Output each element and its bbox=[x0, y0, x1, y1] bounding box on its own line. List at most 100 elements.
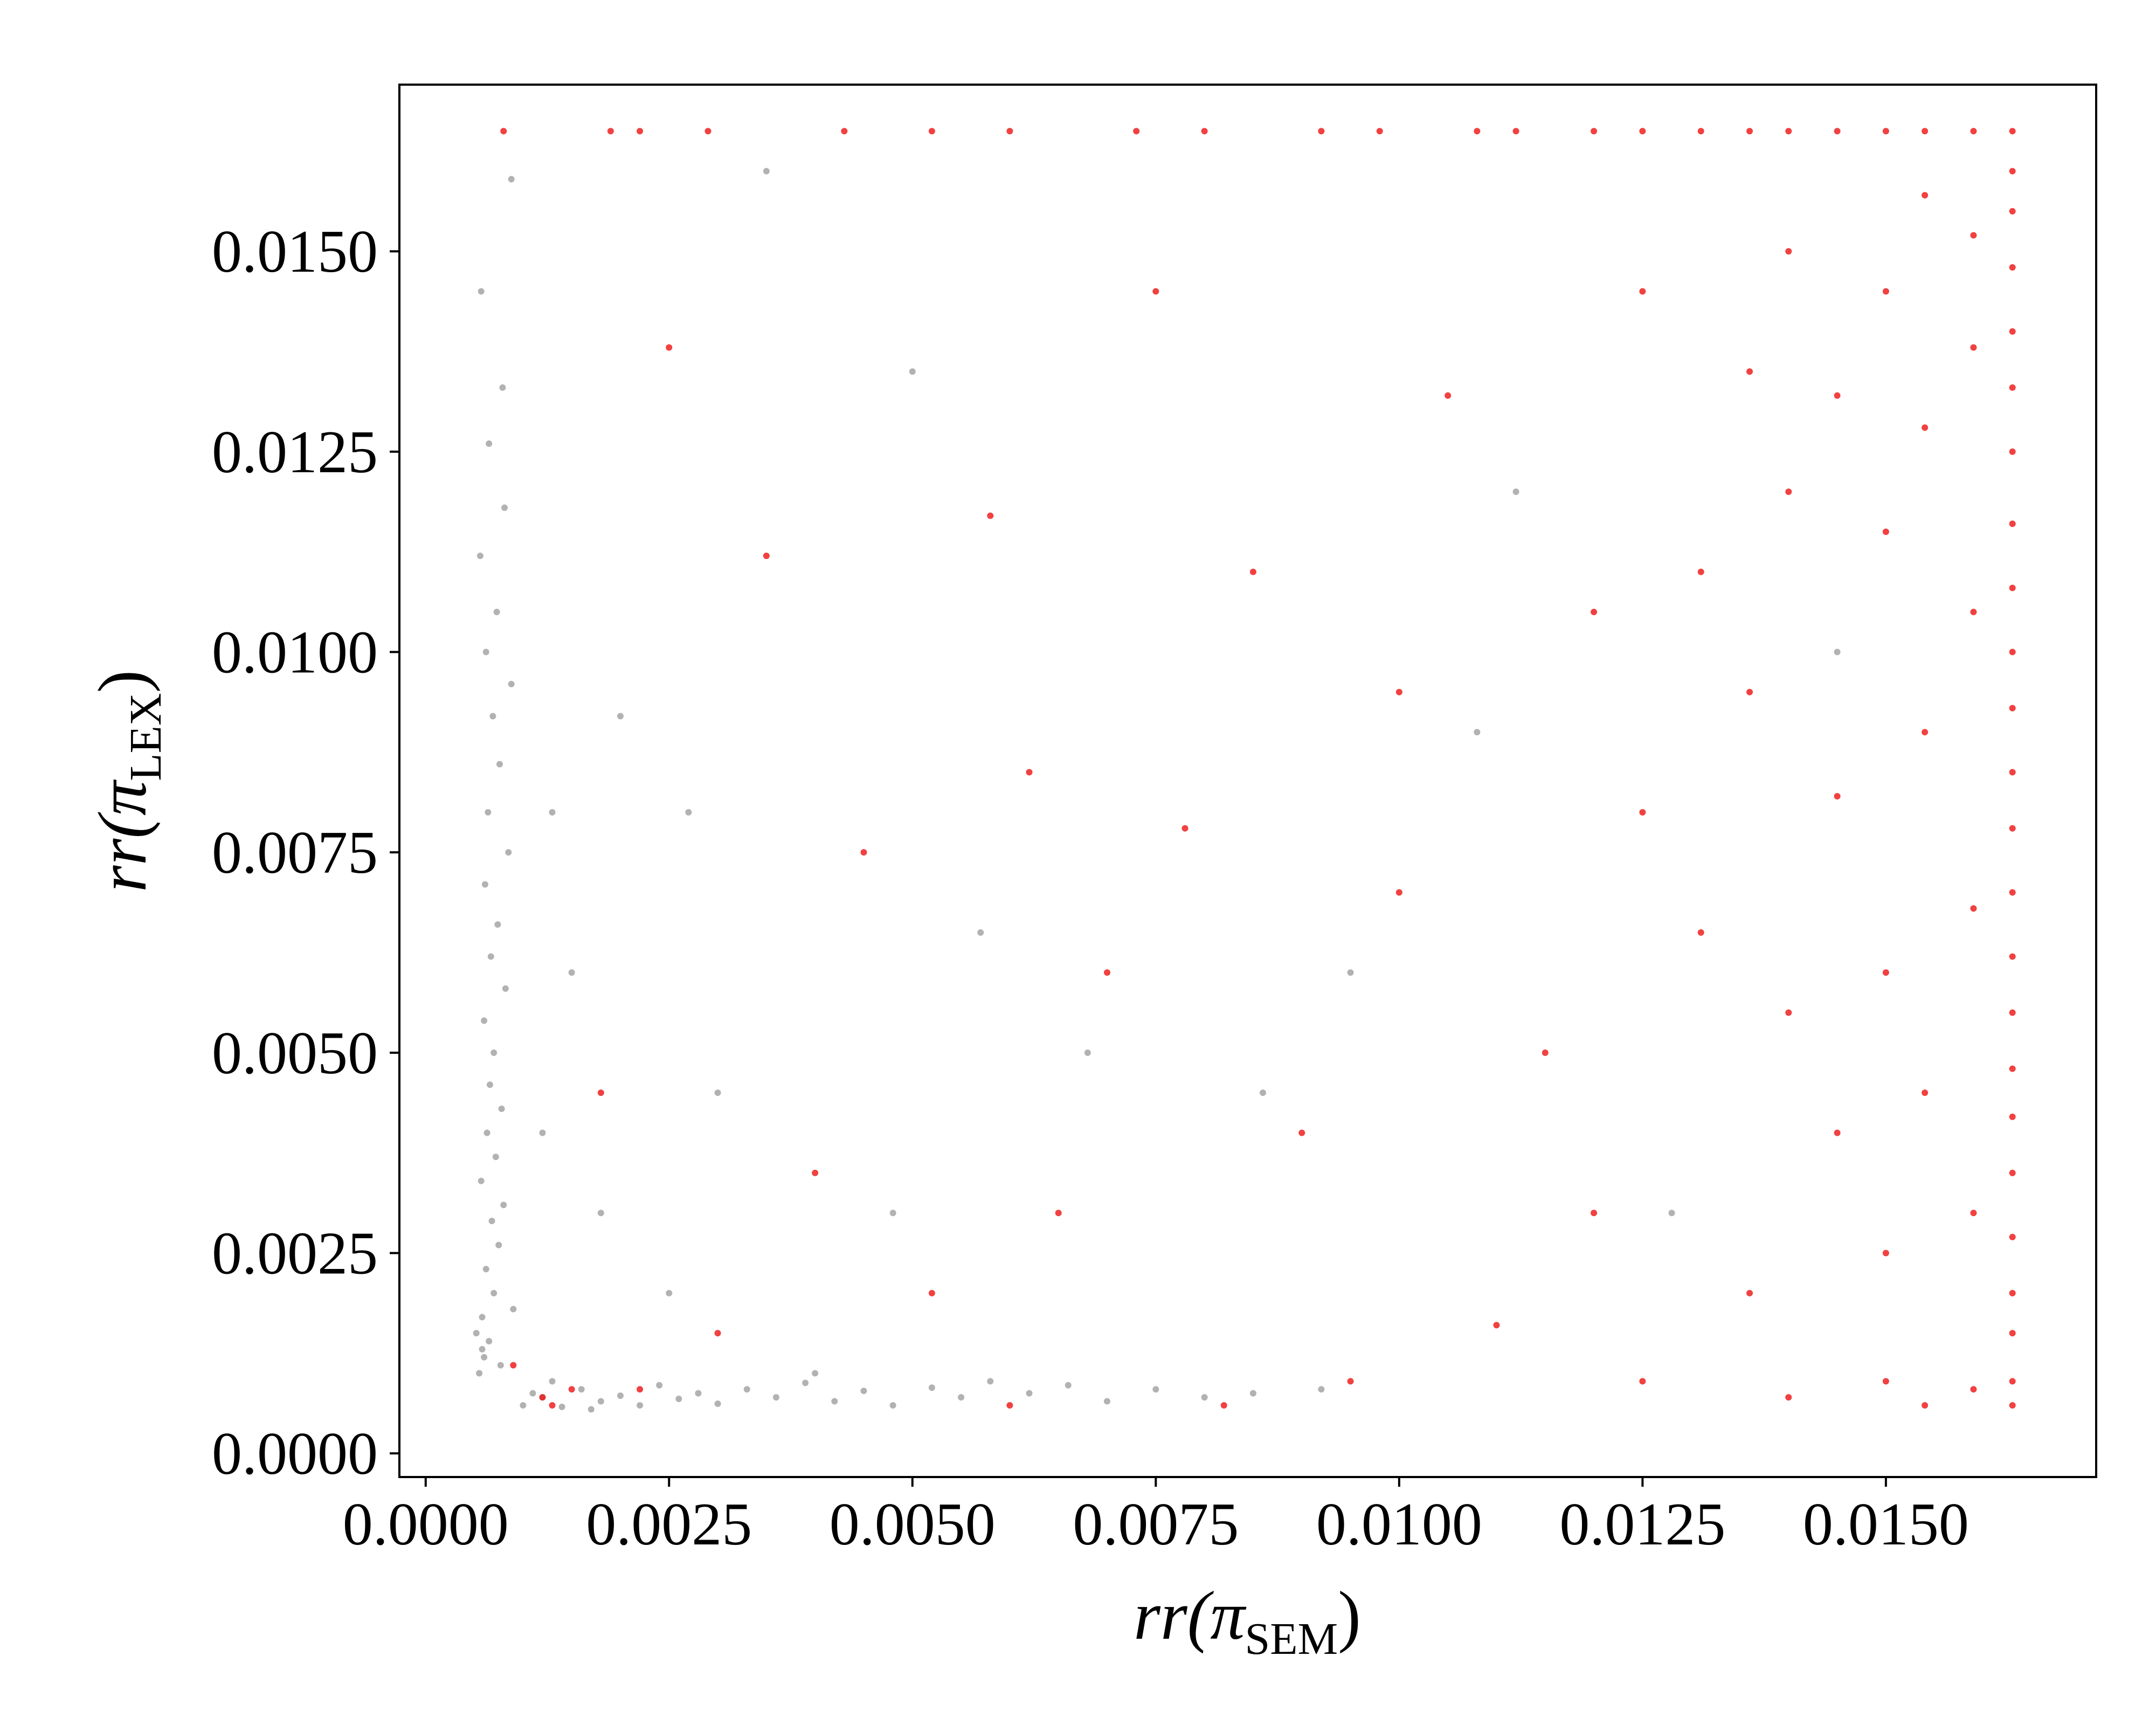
point bbox=[977, 929, 984, 936]
point bbox=[2009, 825, 2016, 832]
point bbox=[492, 1154, 499, 1161]
point bbox=[928, 128, 935, 135]
point bbox=[1104, 969, 1111, 976]
y-label-close: ) bbox=[84, 670, 161, 693]
point bbox=[1201, 128, 1208, 135]
x-tick-label: 0.0125 bbox=[1559, 1491, 1725, 1558]
point bbox=[494, 921, 501, 928]
point bbox=[481, 1017, 488, 1024]
point bbox=[486, 440, 493, 447]
point bbox=[481, 1354, 488, 1361]
point bbox=[812, 1370, 819, 1377]
x-label-sub: SEM bbox=[1245, 1614, 1338, 1664]
point bbox=[928, 1384, 935, 1391]
point bbox=[1298, 1129, 1305, 1136]
point bbox=[2009, 889, 2016, 896]
point bbox=[529, 1390, 536, 1397]
point bbox=[597, 1089, 604, 1096]
point bbox=[1249, 568, 1256, 575]
point bbox=[1104, 1398, 1111, 1405]
point bbox=[1834, 1129, 1841, 1136]
y-tick-label: 0.0050 bbox=[212, 1020, 378, 1087]
x-tick-label: 0.0000 bbox=[343, 1491, 509, 1558]
point bbox=[831, 1398, 838, 1405]
point bbox=[958, 1394, 965, 1401]
point bbox=[1639, 809, 1646, 816]
point bbox=[1512, 128, 1519, 135]
y-tick-label: 0.0100 bbox=[212, 619, 378, 686]
point bbox=[1152, 1386, 1159, 1393]
point bbox=[597, 1398, 604, 1405]
point bbox=[478, 1177, 485, 1184]
point bbox=[889, 1402, 896, 1409]
point bbox=[2009, 384, 2016, 391]
point bbox=[1834, 793, 1841, 800]
y-tick-label: 0.0125 bbox=[212, 419, 378, 486]
point bbox=[685, 809, 692, 816]
point bbox=[2009, 448, 2016, 455]
point bbox=[1746, 1289, 1753, 1296]
point bbox=[479, 1314, 486, 1321]
point bbox=[1970, 905, 1977, 912]
point bbox=[2009, 208, 2016, 215]
point bbox=[539, 1394, 546, 1401]
point bbox=[510, 1306, 517, 1313]
point bbox=[1639, 288, 1646, 295]
point bbox=[2009, 168, 2016, 175]
point bbox=[909, 368, 916, 375]
point bbox=[490, 1049, 497, 1056]
point bbox=[1474, 729, 1481, 736]
point bbox=[1882, 969, 1889, 976]
point bbox=[714, 1089, 721, 1096]
point bbox=[743, 1386, 750, 1393]
point bbox=[1512, 488, 1519, 495]
point bbox=[473, 1330, 480, 1337]
point bbox=[987, 512, 994, 519]
point bbox=[1201, 1394, 1208, 1401]
point bbox=[889, 1210, 896, 1217]
point bbox=[1746, 688, 1753, 695]
point bbox=[714, 1330, 721, 1337]
point bbox=[1591, 1210, 1598, 1217]
point bbox=[1152, 288, 1159, 295]
point bbox=[2009, 1065, 2016, 1072]
point bbox=[1970, 1210, 1977, 1217]
point bbox=[607, 128, 614, 135]
plot-area bbox=[473, 128, 2016, 1413]
y-tick-label: 0.0150 bbox=[212, 218, 378, 285]
point bbox=[487, 953, 494, 960]
point bbox=[1006, 128, 1013, 135]
point bbox=[502, 985, 509, 992]
point bbox=[500, 128, 507, 135]
point bbox=[499, 384, 506, 391]
point bbox=[1834, 648, 1841, 656]
point bbox=[1922, 729, 1929, 736]
y-label-sub: LEX bbox=[121, 693, 171, 781]
point bbox=[1065, 1382, 1072, 1389]
point bbox=[498, 1105, 505, 1112]
y-tick-label: 0.0075 bbox=[212, 819, 378, 886]
point bbox=[2009, 520, 2016, 527]
point bbox=[478, 288, 485, 295]
x-tick-label: 0.0025 bbox=[586, 1491, 752, 1558]
point bbox=[714, 1400, 721, 1407]
point bbox=[482, 648, 489, 656]
point bbox=[1970, 609, 1977, 616]
x-tick-label: 0.0100 bbox=[1316, 1491, 1482, 1558]
point bbox=[493, 609, 500, 616]
point bbox=[802, 1379, 809, 1386]
point bbox=[1746, 128, 1753, 135]
point bbox=[2009, 705, 2016, 712]
point bbox=[675, 1396, 682, 1403]
point bbox=[1347, 1378, 1354, 1385]
point bbox=[1249, 1390, 1256, 1397]
point bbox=[1084, 1049, 1091, 1056]
point bbox=[568, 1386, 575, 1393]
point bbox=[1922, 1402, 1929, 1409]
point bbox=[772, 1394, 779, 1401]
point bbox=[2009, 264, 2016, 271]
point bbox=[617, 713, 624, 720]
point bbox=[1697, 929, 1704, 936]
point bbox=[558, 1403, 565, 1410]
point bbox=[1318, 1386, 1325, 1393]
